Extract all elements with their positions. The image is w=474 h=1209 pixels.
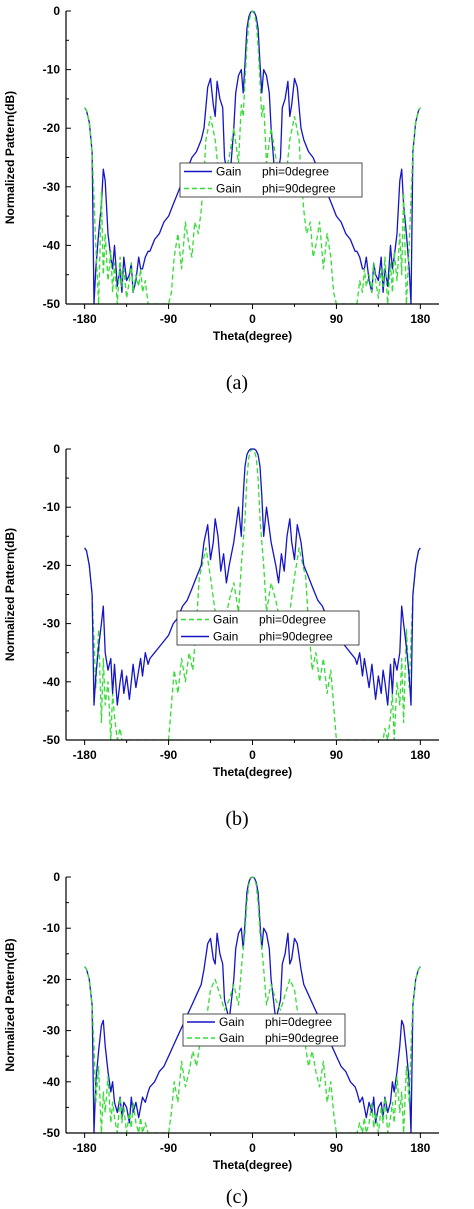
legend-box <box>179 162 363 198</box>
x-tick-label: 0 <box>249 312 256 326</box>
series-line-phi=0degree <box>84 10 421 304</box>
x-tick-label: 90 <box>330 1141 344 1155</box>
x-tick-label: 90 <box>330 748 344 762</box>
y-axis-title: Normalized Pattern(dB) <box>3 91 17 224</box>
legend-gain-label: Gain <box>216 165 241 179</box>
x-axis-title: Theta(degree) <box>213 765 292 779</box>
y-tick-label: -40 <box>43 238 61 252</box>
chart-b: 0 -10 -20 -30 -40 -50 -180 -90 0 90 180 Theta(degre… <box>3 442 439 779</box>
legend-series-label: phi=0degree <box>259 613 326 627</box>
y-axis-title: Normalized Pattern(dB) <box>3 938 17 1071</box>
series-line-phi=0degree <box>84 876 421 1133</box>
y-tick-label: -30 <box>43 617 61 631</box>
y-tick-label: -50 <box>43 297 61 311</box>
legend-gain-label: Gain <box>213 613 238 627</box>
x-tick-label: 180 <box>410 748 430 762</box>
y-tick-label: -10 <box>43 500 61 514</box>
y-tick-label: -10 <box>43 921 61 935</box>
y-axis-title: Normalized Pattern(dB) <box>3 528 17 661</box>
legend-series-label: phi=90degree <box>262 182 336 196</box>
legend-series-label: phi=0degree <box>265 1015 332 1029</box>
legend-series-label: phi=0degree <box>262 165 329 179</box>
y-tick-label: -40 <box>43 1075 61 1089</box>
y-tick-label: -50 <box>43 1126 61 1140</box>
series-line-phi=0degree <box>84 448 421 740</box>
legend-gain-label: Gain <box>219 1031 244 1045</box>
series-line-phi=90degree <box>84 10 421 304</box>
x-tick-label: -180 <box>73 1141 97 1155</box>
y-tick-label: -20 <box>43 972 61 986</box>
caption-b: (b) <box>225 808 249 830</box>
x-axis-title: Theta(degree) <box>213 329 292 343</box>
caption-c: (c) <box>225 1186 249 1208</box>
legend-gain-label: Gain <box>216 182 241 196</box>
x-tick-label: 0 <box>249 748 256 762</box>
x-tick-label: -90 <box>160 748 178 762</box>
x-tick-label: -90 <box>160 1141 178 1155</box>
x-tick-label: -180 <box>73 312 97 326</box>
x-tick-label: -90 <box>160 312 178 326</box>
legend-gain-label: Gain <box>213 630 238 644</box>
y-tick-label: -50 <box>43 733 61 747</box>
series-line-phi=90degree <box>84 876 421 1133</box>
x-tick-label: 180 <box>410 312 430 326</box>
y-tick-label: -20 <box>43 121 61 135</box>
x-axis-title: Theta(degree) <box>213 1158 292 1172</box>
y-tick-label: -30 <box>43 1024 61 1038</box>
chart-panel-c: 0 -10 -20 -30 -40 -50 -180 -90 0 90 180 Theta(degre… <box>0 866 474 1202</box>
legend-gain-label: Gain <box>219 1015 244 1029</box>
chart-a: 0 -10 -20 -30 -40 -50 -180 -90 0 90 180 Theta(degre… <box>3 4 439 343</box>
y-tick-label: -10 <box>43 63 61 77</box>
x-tick-label: 180 <box>410 1141 430 1155</box>
legend-series-label: phi=90degree <box>259 630 333 644</box>
x-tick-label: 0 <box>249 1141 256 1155</box>
legend-series-label: phi=90degree <box>265 1031 339 1045</box>
chart-c: 0 -10 -20 -30 -40 -50 -180 -90 0 90 180 Theta(degre… <box>3 870 439 1172</box>
caption-a: (a) <box>225 372 249 394</box>
chart-panel-b: 0 -10 -20 -30 -40 -50 -180 -90 0 90 180 Theta(degre… <box>0 438 474 798</box>
series-line-phi=90degree <box>84 448 421 706</box>
y-tick-label: -20 <box>43 558 61 572</box>
x-tick-label: 90 <box>330 312 344 326</box>
y-tick-label: -30 <box>43 180 61 194</box>
y-tick-label: 0 <box>53 4 60 18</box>
x-tick-label: -180 <box>73 748 97 762</box>
y-tick-label: 0 <box>53 442 60 456</box>
y-tick-label: 0 <box>53 870 60 884</box>
legend-box <box>182 1013 346 1047</box>
legend-box <box>176 610 360 646</box>
y-tick-label: -40 <box>43 675 61 689</box>
chart-panel-a: 0 -10 -20 -30 -40 -50 -180 -90 0 90 180 Theta(degre… <box>0 0 474 360</box>
